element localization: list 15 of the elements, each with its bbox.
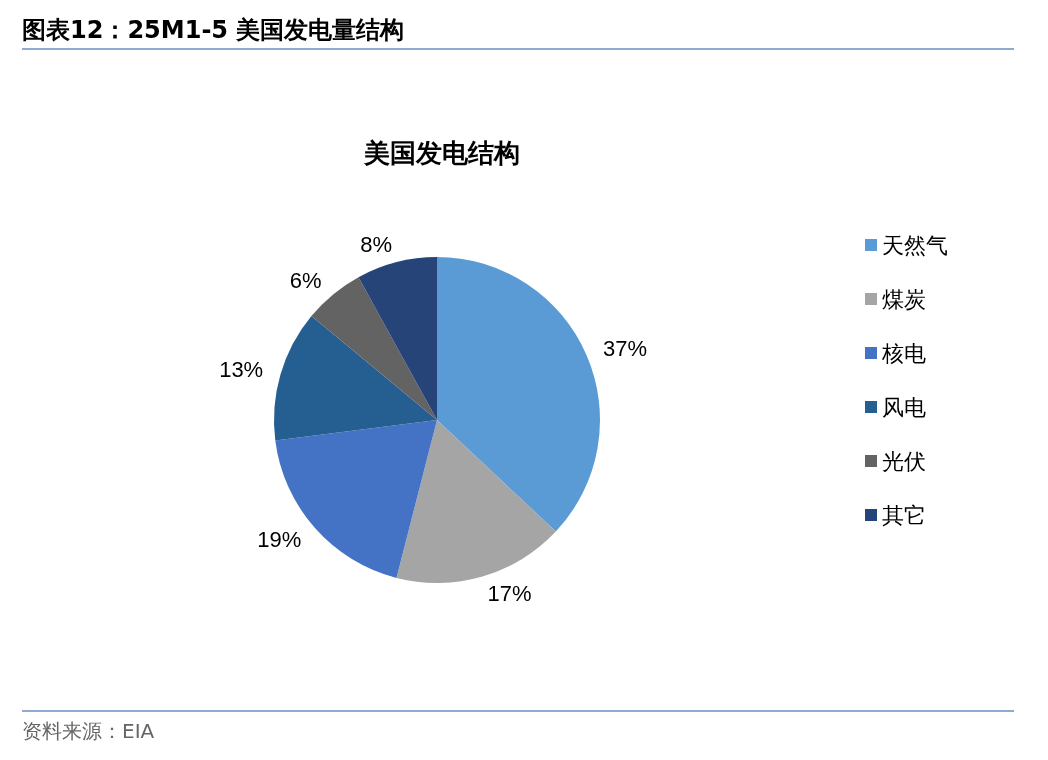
legend-label: 风电	[882, 394, 926, 420]
legend-label: 其它	[882, 502, 926, 528]
legend-label: 煤炭	[882, 286, 926, 312]
data-label: 13%	[219, 357, 264, 382]
legend-label: 核电	[881, 340, 926, 366]
text: 资料来源：EIA	[22, 710, 1014, 745]
legend-label: 天然气	[882, 232, 948, 258]
chart-subtitle: 美国发电结构	[363, 138, 520, 168]
data-label: 17%	[487, 581, 532, 607]
data-label: 6%	[289, 268, 322, 294]
data-label: 8%	[360, 232, 392, 258]
legend-label: 光伏	[882, 448, 926, 474]
data-label: 37%	[603, 335, 648, 361]
chart-title: 图表12：25M1-5 美国发电量结构	[22, 12, 1014, 50]
data-label: 19%	[257, 527, 302, 553]
